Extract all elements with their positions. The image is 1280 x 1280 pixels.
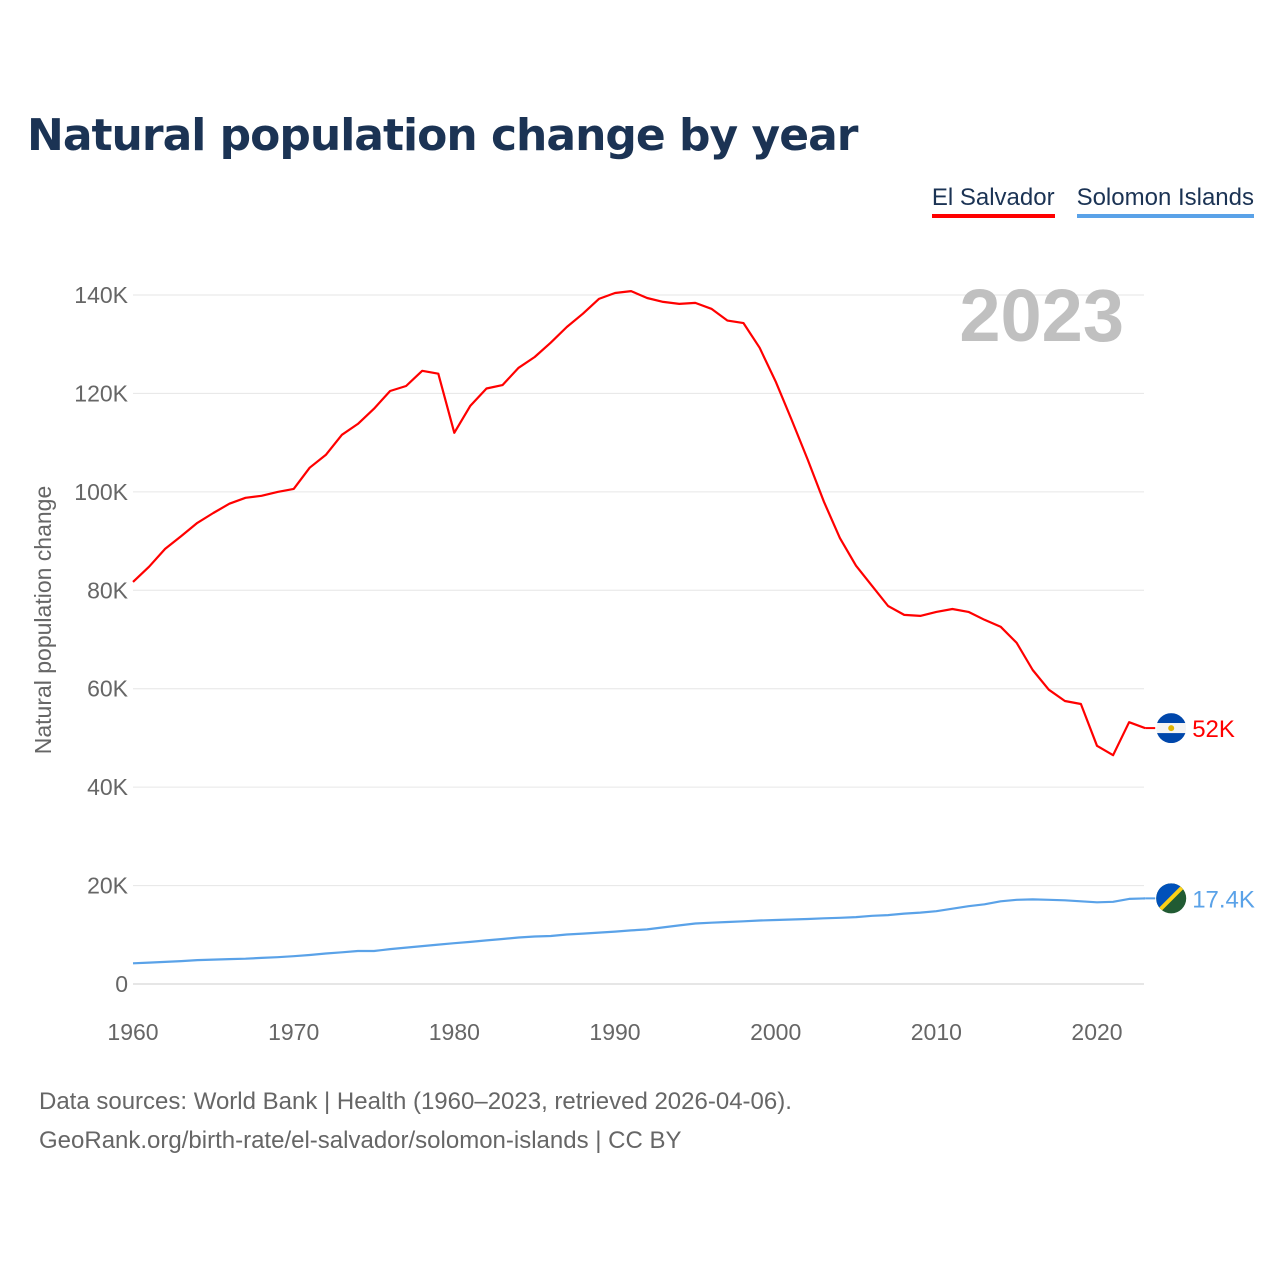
footer-link[interactable]: GeoRank.org/birth-rate/el-salvador/solom… — [39, 1127, 682, 1154]
y-tick-label: 0 — [115, 971, 128, 997]
y-tick-label: 120K — [74, 380, 128, 406]
x-tick-label: 2000 — [750, 1019, 801, 1045]
x-tick-label: 1980 — [429, 1019, 480, 1045]
y-tick-label: 140K — [74, 282, 128, 308]
y-tick-label: 40K — [87, 774, 129, 800]
legend-item-el-salvador[interactable]: El Salvador — [931, 184, 1055, 218]
solomon-islands-flag-icon — [1156, 883, 1187, 914]
y-axis-label: Natural population change — [30, 486, 56, 755]
legend: El Salvador Solomon Islands — [931, 184, 1254, 218]
x-tick-label: 1990 — [589, 1019, 640, 1045]
x-tick-label: 1960 — [107, 1019, 158, 1045]
end-value-label: 52K — [1192, 716, 1235, 743]
x-tick-label: 1970 — [268, 1019, 319, 1045]
year-watermark: 2023 — [959, 274, 1124, 357]
el-salvador-flag-icon — [1156, 713, 1187, 744]
chart-title: Natural population change by year — [27, 110, 858, 161]
y-tick-label: 80K — [87, 577, 129, 603]
legend-item-solomon-islands[interactable]: Solomon Islands — [1076, 184, 1254, 218]
y-tick-label: 60K — [87, 676, 129, 702]
footer-sources: Data sources: World Bank | Health (1960–… — [39, 1088, 792, 1115]
x-tick-label: 2010 — [911, 1019, 962, 1045]
y-tick-label: 20K — [87, 873, 129, 899]
end-value-label: 17.4K — [1192, 886, 1255, 913]
x-tick-label: 2020 — [1071, 1019, 1122, 1045]
y-tick-label: 100K — [74, 479, 128, 505]
series-line-el-salvador — [132, 290, 1146, 757]
series-line-solomon-islands — [132, 897, 1146, 965]
